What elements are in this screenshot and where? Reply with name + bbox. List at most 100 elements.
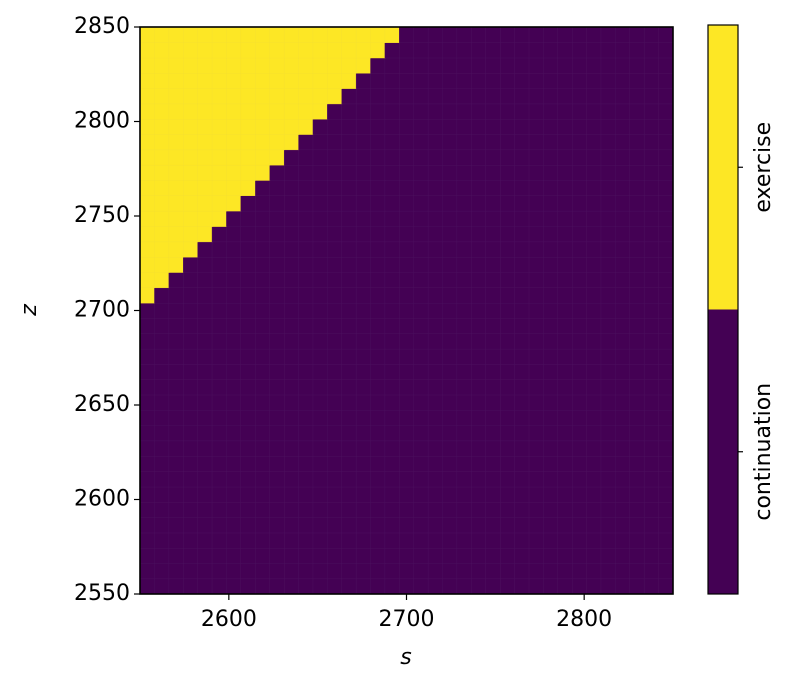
heatmap-cell	[240, 440, 256, 457]
heatmap-cell	[629, 532, 645, 549]
heatmap-cell	[269, 134, 285, 151]
heatmap-cell	[384, 164, 400, 181]
heatmap-cell	[312, 241, 328, 258]
heatmap-cell	[413, 547, 429, 564]
heatmap-cell	[226, 164, 242, 181]
heatmap-cell	[240, 563, 256, 580]
heatmap-cell	[226, 501, 242, 518]
heatmap-cell	[586, 272, 602, 289]
heatmap-cell	[183, 471, 199, 488]
heatmap-cell	[456, 578, 472, 595]
heatmap-cell	[327, 26, 343, 43]
heatmap-cell	[327, 179, 343, 197]
heatmap-cell	[226, 72, 242, 89]
heatmap-cell	[413, 471, 429, 488]
heatmap-cell	[298, 471, 314, 488]
heatmap-cell	[154, 302, 170, 319]
x-tick-label: 2600	[201, 607, 257, 632]
heatmap-cell	[571, 394, 588, 411]
heatmap-cell	[571, 287, 588, 304]
heatmap-cell	[183, 455, 199, 472]
heatmap-cell	[269, 210, 285, 227]
heatmap-cell	[341, 532, 357, 549]
heatmap-cell	[370, 486, 386, 503]
heatmap-cell	[269, 455, 285, 472]
heatmap-cell	[139, 578, 155, 595]
heatmap-cell	[168, 149, 184, 166]
heatmap-cell	[514, 149, 530, 166]
heatmap-cell	[183, 210, 199, 227]
heatmap-cell	[456, 26, 472, 43]
heatmap-cell	[240, 471, 256, 488]
heatmap-cell	[658, 455, 674, 472]
heatmap-cell	[370, 195, 386, 212]
heatmap-cell	[413, 149, 429, 166]
heatmap-cell	[399, 363, 415, 380]
heatmap-cell	[226, 272, 242, 289]
heatmap-cell	[211, 563, 227, 580]
heatmap-cell	[557, 164, 573, 181]
heatmap-cell	[255, 379, 271, 396]
heatmap-cell	[139, 501, 155, 518]
heatmap-cell	[586, 57, 602, 74]
heatmap-cell	[571, 272, 588, 289]
heatmap-cell	[355, 26, 372, 43]
heatmap-cell	[615, 394, 631, 411]
heatmap-cell	[197, 394, 213, 411]
heatmap-cell	[183, 42, 199, 59]
heatmap-cell	[283, 103, 300, 120]
heatmap-cell	[211, 440, 227, 457]
heatmap-cell	[269, 241, 285, 258]
heatmap-cell	[571, 118, 588, 135]
heatmap-cell	[399, 118, 415, 135]
heatmap-cell	[571, 578, 588, 595]
heatmap-cell	[341, 272, 357, 289]
heatmap-cell	[183, 103, 199, 120]
heatmap-cell	[586, 425, 602, 442]
heatmap-cell	[629, 57, 645, 74]
heatmap-cell	[197, 57, 213, 74]
heatmap-cell	[341, 547, 357, 564]
heatmap-cell	[586, 42, 602, 59]
heatmap-cell	[600, 517, 616, 534]
heatmap-cell	[471, 195, 487, 212]
heatmap-cell	[240, 256, 256, 273]
heatmap-cell	[643, 486, 660, 503]
heatmap-cell	[586, 72, 602, 89]
heatmap-cell	[485, 164, 501, 181]
heatmap-cell	[586, 287, 602, 304]
heatmap-cell	[615, 363, 631, 380]
heatmap-cell	[543, 287, 559, 304]
heatmap-cell	[571, 501, 588, 518]
colorbar-segment	[708, 25, 738, 310]
heatmap-cell	[427, 26, 443, 43]
heatmap-cell	[370, 409, 386, 426]
heatmap-cell	[643, 563, 660, 580]
heatmap-cell	[500, 563, 516, 580]
heatmap-cell	[615, 241, 631, 258]
heatmap-cell	[413, 42, 429, 59]
heatmap-cell	[384, 287, 400, 304]
heatmap-cell	[168, 501, 184, 518]
heatmap-cell	[139, 26, 155, 43]
heatmap-cell	[355, 226, 372, 243]
heatmap-cell	[341, 486, 357, 503]
heatmap-cell	[471, 486, 487, 503]
heatmap-cell	[255, 440, 271, 457]
heatmap-cell	[528, 179, 544, 197]
heatmap-cell	[427, 379, 443, 396]
heatmap-cell	[240, 517, 256, 534]
heatmap-cell	[643, 532, 660, 549]
heatmap-cell	[384, 26, 400, 43]
heatmap-cell	[658, 164, 674, 181]
heatmap-cell	[139, 394, 155, 411]
heatmap-cell	[500, 134, 516, 151]
heatmap-cell	[571, 547, 588, 564]
heatmap-cell	[269, 532, 285, 549]
heatmap-cell	[183, 57, 199, 74]
heatmap-cell	[586, 134, 602, 151]
heatmap-cell	[427, 317, 443, 334]
heatmap-cell	[154, 118, 170, 135]
heatmap-cell	[355, 440, 372, 457]
heatmap-cell	[269, 317, 285, 334]
